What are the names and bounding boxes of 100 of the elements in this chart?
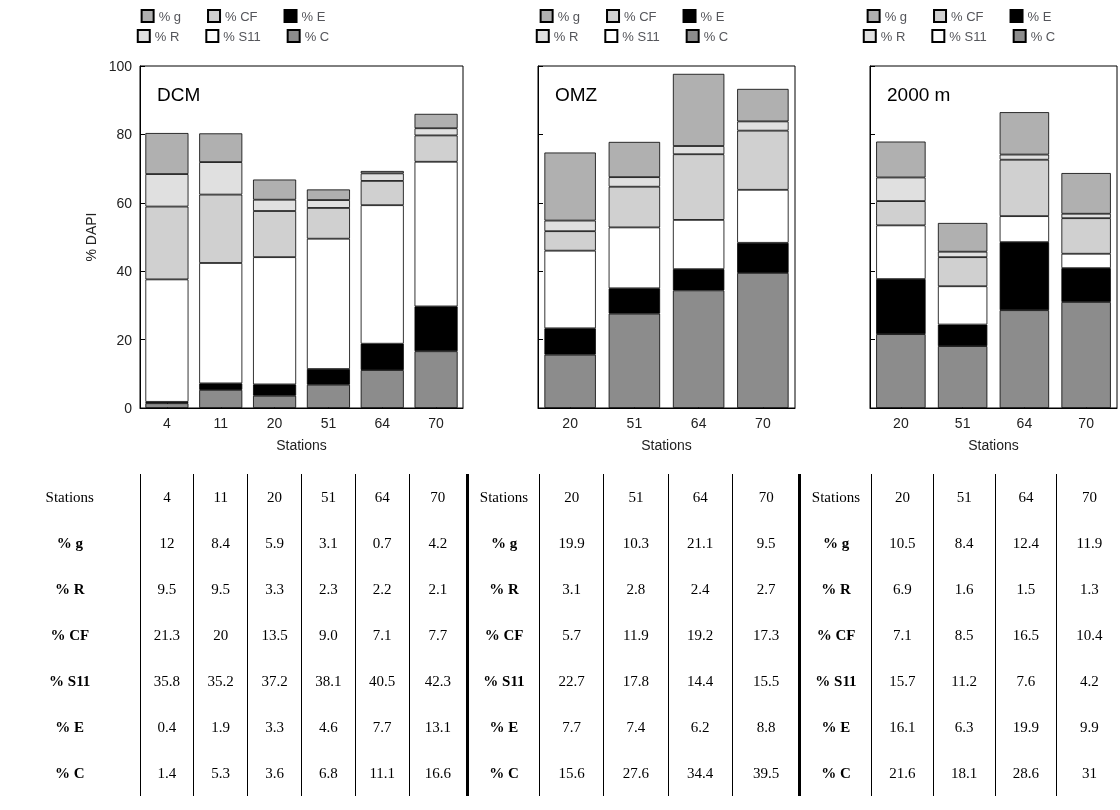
- data-label: 4.2: [409, 520, 466, 566]
- data-label: 21.3: [140, 612, 194, 658]
- text: Stations: [811, 488, 861, 505]
- data-label: 39.5: [732, 750, 800, 796]
- legend-label: % S11: [622, 28, 660, 44]
- category-label: 20: [267, 488, 283, 505]
- text: % g: [490, 534, 518, 551]
- legend-label: % CF: [951, 8, 984, 24]
- y-tick-label: 60: [116, 194, 133, 211]
- x-tick-label: 64: [690, 415, 707, 431]
- data-label: 37.2: [247, 658, 302, 704]
- text: % CF: [50, 626, 90, 643]
- category-label: 51: [956, 488, 972, 505]
- data-label: 2.3: [301, 566, 356, 612]
- x-tick-label: 20: [266, 415, 283, 431]
- data-label: 22.7: [539, 658, 604, 704]
- category-label: 20: [894, 488, 910, 505]
- x-tick-label: 11: [213, 415, 229, 431]
- legend-label: % g: [884, 8, 908, 24]
- data-label: 6.2: [668, 704, 733, 750]
- data-label: 9.5: [732, 520, 800, 566]
- legend-label: % R: [880, 28, 906, 44]
- data-label: 3.1: [539, 566, 604, 612]
- y-tick-label: 40: [116, 263, 133, 280]
- data-label: 42.3: [409, 658, 466, 704]
- data-label: 14.4: [668, 658, 733, 704]
- category-label: 70: [758, 488, 774, 505]
- text: % E: [55, 718, 85, 735]
- data-label: 20: [193, 612, 248, 658]
- data-label: 3.3: [247, 566, 302, 612]
- x-tick-label: 51: [320, 415, 337, 431]
- data-label: 5.7: [539, 612, 604, 658]
- legend-label: % E: [1027, 8, 1052, 24]
- data-label: 16.1: [871, 704, 934, 750]
- category-label: 51: [320, 488, 336, 505]
- data-label: 2.4: [668, 566, 733, 612]
- data-label: 11.1: [355, 750, 410, 796]
- y-tick-label: 80: [116, 126, 133, 143]
- category-label: 51: [628, 488, 644, 505]
- x-tick-label: 20: [893, 415, 909, 431]
- data-label: 40.5: [355, 658, 410, 704]
- data-label: 7.1: [871, 612, 934, 658]
- data-label: 1.3: [1056, 566, 1120, 612]
- text: % CF: [816, 626, 856, 643]
- text: % C: [489, 764, 519, 781]
- legend-label: % S11: [949, 28, 987, 44]
- data-label: 19.2: [668, 612, 733, 658]
- bar: [1061, 173, 1111, 214]
- data-label: 5.3: [193, 750, 248, 796]
- category-label: 11: [213, 488, 228, 505]
- legend-label: % g: [158, 8, 182, 24]
- legend-label: % E: [301, 8, 326, 24]
- data-label: 2.2: [355, 566, 410, 612]
- text: % E: [489, 718, 519, 735]
- text: Stations: [479, 488, 529, 505]
- text: % C: [821, 764, 851, 781]
- data-label: 6.3: [933, 704, 995, 750]
- data-label: 8.4: [193, 520, 248, 566]
- data-label: 10.4: [1056, 612, 1120, 658]
- y-tick-label: 20: [116, 331, 133, 348]
- data-label: 1.6: [933, 566, 995, 612]
- data-label: 6.8: [301, 750, 356, 796]
- category-label: 64: [374, 488, 390, 505]
- data-label: 3.6: [247, 750, 302, 796]
- data-label: 10.3: [603, 520, 668, 566]
- data-label: 19.9: [539, 520, 604, 566]
- legend-label: % C: [1030, 28, 1056, 44]
- y-tick-label: 100: [108, 58, 133, 74]
- data-label: 7.4: [603, 704, 668, 750]
- x-tick-label: 51: [954, 415, 971, 431]
- y-axis-title: % DAPI: [82, 212, 99, 262]
- text: % g: [56, 534, 83, 551]
- x-tick-label: 70: [755, 415, 771, 431]
- legend-label: % CF: [624, 8, 657, 24]
- data-label: 3.3: [247, 704, 302, 750]
- data-label: 31: [1056, 750, 1120, 796]
- legend-label: % C: [304, 28, 330, 44]
- text: % g: [822, 534, 850, 551]
- text: % CF: [484, 626, 524, 643]
- legend-label: % E: [700, 8, 725, 24]
- text: % S11: [49, 672, 91, 689]
- text: OMZ: [555, 84, 598, 105]
- data-label: 1.9: [193, 704, 248, 750]
- data-label: 16.6: [409, 750, 466, 796]
- data-label: 21.6: [871, 750, 934, 796]
- x-tick-label: 70: [1078, 415, 1095, 431]
- x-tick-label: 70: [428, 415, 445, 431]
- x-tick-label: 51: [626, 415, 643, 431]
- data-label: 15.6: [539, 750, 604, 796]
- data-label: 5.9: [247, 520, 302, 566]
- x-tick-label: 64: [1016, 415, 1033, 431]
- data-label: 8.4: [933, 520, 995, 566]
- data-label: 3.1: [301, 520, 356, 566]
- data-label: 11.9: [1056, 520, 1120, 566]
- x-axis-title: Stations: [641, 437, 692, 453]
- legend-label: % R: [553, 28, 579, 44]
- data-label: 7.7: [539, 704, 604, 750]
- data-label: 7.6: [995, 658, 1057, 704]
- data-label: 0.4: [140, 704, 194, 750]
- data-label: 28.6: [995, 750, 1057, 796]
